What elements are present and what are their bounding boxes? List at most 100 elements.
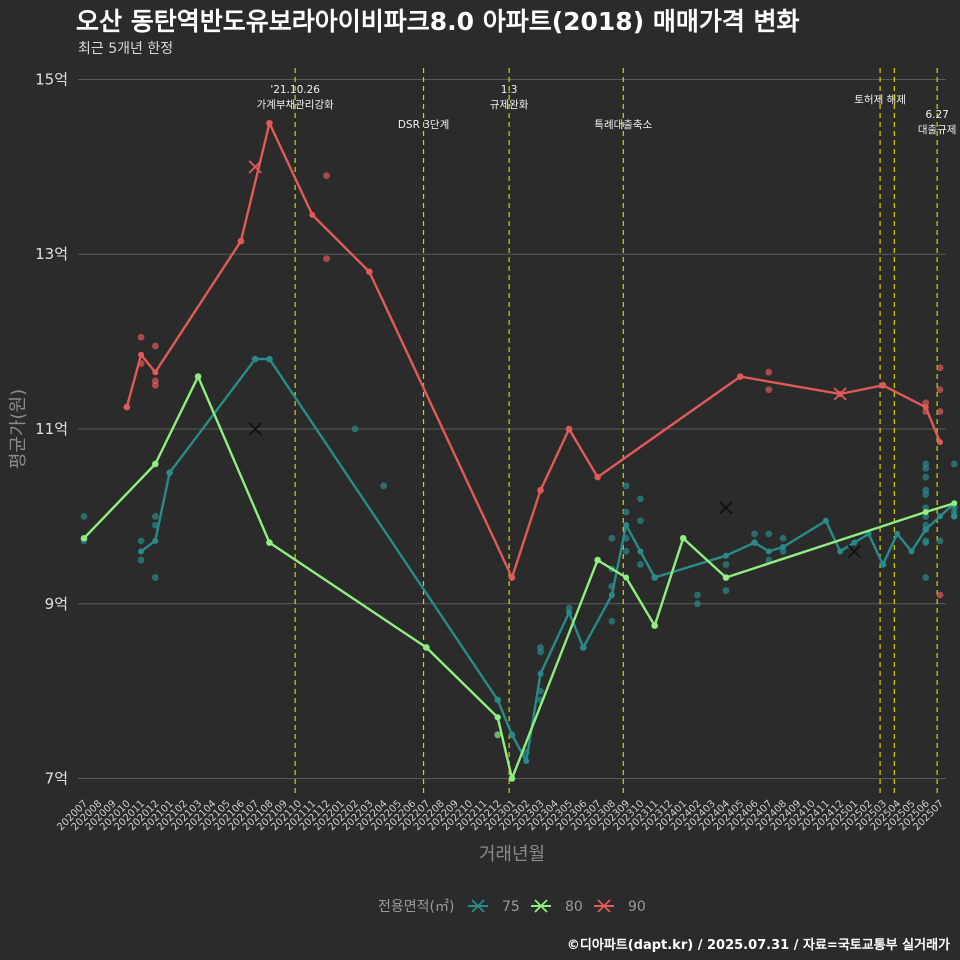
data-point-75 <box>722 561 730 568</box>
cross-marker-90 <box>248 160 262 174</box>
data-point-75 <box>622 482 630 490</box>
data-point-75 <box>779 547 787 555</box>
line-vertex-75 <box>580 644 587 651</box>
y-axis-title: 평균가(원) <box>8 389 29 469</box>
data-point-90 <box>151 342 159 350</box>
line-vertex-75 <box>266 356 273 363</box>
data-point-90 <box>765 386 773 394</box>
y-tick-label: 13억 <box>35 245 68 263</box>
event-label: 특례대출축소 <box>594 119 652 131</box>
legend-label-90: 90 <box>628 899 646 915</box>
line-vertex-90 <box>566 426 573 432</box>
legend-key-cross-75 <box>471 899 485 913</box>
line-vertex-75 <box>651 574 658 581</box>
legend-label-80: 80 <box>565 899 583 915</box>
line-vertex-75 <box>152 537 159 544</box>
line-vertex-80 <box>951 500 958 507</box>
data-point-90 <box>323 255 330 263</box>
x-axis-title: 거래년월 <box>479 844 545 865</box>
line-vertex-75 <box>908 548 915 555</box>
line-vertex-90 <box>309 211 316 218</box>
chart-title: 오산 동탄역반도유보라아이비파크8.0 아파트(2018) 매매가격 변화 <box>76 7 800 36</box>
series-line-90 <box>125 122 942 579</box>
data-point-75 <box>137 537 145 545</box>
chart-subtitle: 최근 5개년 한정 <box>78 41 174 57</box>
data-point-75 <box>765 530 773 538</box>
data-point-75 <box>922 473 930 481</box>
line-vertex-75 <box>566 609 573 616</box>
line-vertex-80 <box>594 557 601 564</box>
data-point-75 <box>608 534 616 542</box>
line-vertex-90 <box>594 474 601 481</box>
line-vertex-75 <box>623 522 630 529</box>
line-vertex-80 <box>509 775 515 782</box>
line-vertex-80 <box>81 535 87 542</box>
data-point-75 <box>637 517 644 525</box>
data-point-75 <box>950 460 958 468</box>
line-vertex-75 <box>937 513 943 520</box>
source-caption: ©디아파트(dapt.kr) / 2025.07.31 / 자료=국토교통부 실… <box>566 938 950 953</box>
series-line-80 <box>83 375 955 780</box>
line-vertex-75 <box>166 469 173 476</box>
cross-marker-75 <box>847 544 862 558</box>
data-point-90 <box>922 399 930 407</box>
data-point-75 <box>380 482 387 490</box>
line-vertex-75 <box>951 513 958 520</box>
event-label: 6.27 <box>925 109 948 121</box>
data-point-75 <box>922 512 930 520</box>
line-vertex-90 <box>152 369 159 376</box>
line-vertex-90 <box>922 404 929 411</box>
line-vertex-75 <box>723 552 729 559</box>
data-point-75 <box>151 512 159 520</box>
data-point-75 <box>694 591 701 599</box>
y-tick-label: 11억 <box>35 420 68 438</box>
data-point-75 <box>608 617 616 625</box>
line-vertex-75 <box>608 592 615 599</box>
line-vertex-75 <box>780 543 787 550</box>
line-vertex-75 <box>494 696 501 703</box>
data-point-75 <box>565 604 573 612</box>
line-vertex-90 <box>237 238 244 245</box>
line-vertex-80 <box>651 622 658 629</box>
line-vertex-75 <box>765 548 772 555</box>
line-vertex-80 <box>922 509 929 516</box>
legend-key-cross-90 <box>597 899 611 913</box>
data-point-90 <box>936 591 944 599</box>
line-vertex-90 <box>138 351 145 358</box>
line-vertex-90 <box>937 439 943 446</box>
event-label: 1.3 <box>501 84 518 96</box>
data-point-75 <box>936 537 944 545</box>
data-point-90 <box>936 364 944 372</box>
line-vertex-90 <box>366 268 373 275</box>
line-vertex-75 <box>822 517 829 524</box>
data-point-75 <box>351 425 359 433</box>
y-tick-label: 7억 <box>45 770 68 788</box>
line-vertex-80 <box>266 539 273 546</box>
line-vertex-90 <box>879 382 886 389</box>
data-point-75 <box>922 504 930 512</box>
y-tick-label: 9억 <box>45 595 68 613</box>
data-point-75 <box>637 495 644 503</box>
data-point-75 <box>922 539 930 546</box>
event-label: 토허제 해제 <box>854 93 906 106</box>
data-point-75 <box>751 530 758 538</box>
data-point-75 <box>922 464 930 472</box>
line-vertex-75 <box>252 356 259 363</box>
data-point-75 <box>137 556 145 564</box>
data-point-90 <box>151 381 159 389</box>
line-vertex-80 <box>195 373 202 380</box>
data-point-75 <box>722 587 730 595</box>
line-vertex-90 <box>537 487 544 494</box>
data-point-75 <box>80 512 88 520</box>
data-point-90 <box>936 408 944 415</box>
line-vertex-75 <box>751 539 758 546</box>
y-tick-label: 15억 <box>35 70 68 88</box>
line-vertex-75 <box>879 561 886 568</box>
line-vertex-90 <box>509 574 515 581</box>
event-label: DSR 3단계 <box>398 119 449 131</box>
line-vertex-80 <box>423 644 430 651</box>
cross-marker-75 <box>719 501 733 515</box>
line-vertex-80 <box>723 574 729 581</box>
legend-key-cross-80 <box>534 899 548 913</box>
